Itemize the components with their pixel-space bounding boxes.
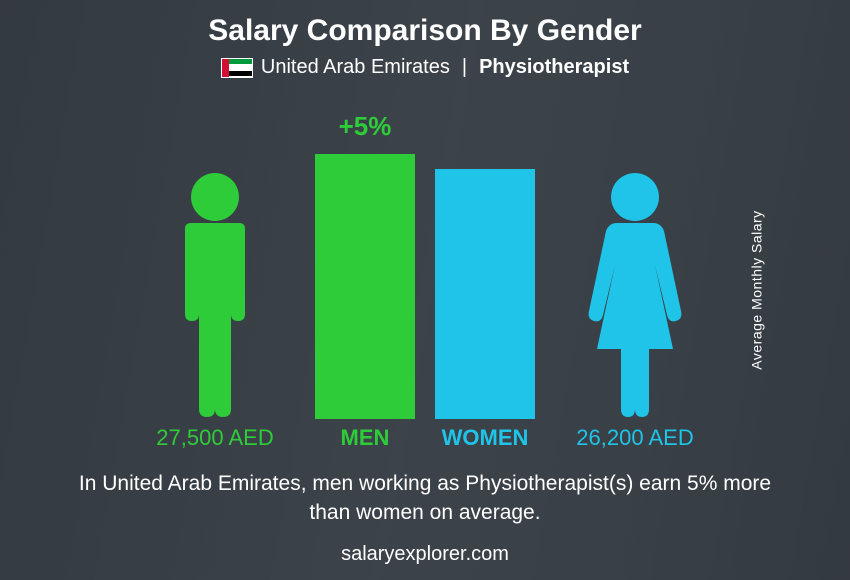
separator: | — [462, 56, 467, 79]
country-label: United Arab Emirates — [261, 56, 450, 79]
difference-label: +5% — [315, 111, 415, 142]
men-label: MEN — [305, 425, 425, 451]
footer-source: salaryexplorer.com — [0, 543, 850, 566]
salary-chart: +5% 27,500 AED MEN WOMEN 26,200 AED — [115, 99, 735, 459]
y-axis-label: Average Monthly Salary — [748, 210, 764, 369]
men-salary-label: 27,500 AED — [140, 425, 290, 451]
male-person-icon — [155, 169, 275, 419]
job-label: Physiotherapist — [479, 56, 629, 79]
women-bar — [435, 169, 535, 419]
page-title: Salary Comparison By Gender — [0, 0, 850, 48]
women-label: WOMEN — [425, 425, 545, 451]
description-text: In United Arab Emirates, men working as … — [60, 469, 790, 528]
men-bar — [315, 154, 415, 419]
uae-flag-icon — [221, 58, 253, 78]
women-salary-label: 26,200 AED — [560, 425, 710, 451]
subtitle: United Arab Emirates | Physiotherapist — [0, 56, 850, 79]
female-person-icon — [575, 169, 695, 419]
